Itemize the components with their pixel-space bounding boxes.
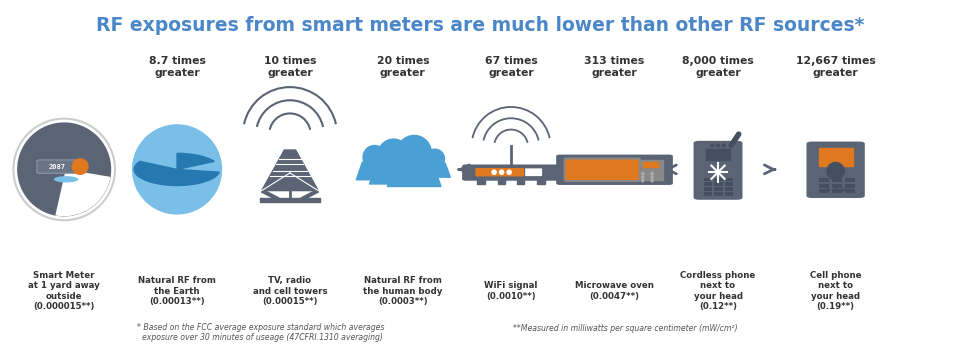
Text: **Measured in milliwatts per square centimeter (mW/cm²): **Measured in milliwatts per square cent… <box>513 324 737 333</box>
FancyBboxPatch shape <box>564 158 640 181</box>
Bar <box>725 183 733 186</box>
Bar <box>643 162 658 167</box>
Bar <box>845 184 855 188</box>
Bar <box>819 189 829 193</box>
Bar <box>819 184 829 188</box>
Ellipse shape <box>13 118 115 220</box>
Ellipse shape <box>722 144 726 147</box>
Bar <box>819 148 852 166</box>
Bar <box>845 178 855 182</box>
Ellipse shape <box>72 158 88 175</box>
Bar <box>832 189 842 193</box>
Bar <box>639 159 663 180</box>
FancyBboxPatch shape <box>806 141 865 198</box>
Ellipse shape <box>363 145 387 169</box>
Polygon shape <box>370 161 418 184</box>
Bar <box>498 179 505 184</box>
Text: TV, radio
and cell towers
(0.00015**): TV, radio and cell towers (0.00015**) <box>252 276 327 306</box>
Wedge shape <box>177 153 214 170</box>
Ellipse shape <box>499 170 504 175</box>
Bar <box>819 178 829 182</box>
Polygon shape <box>387 160 441 186</box>
Bar <box>704 188 712 191</box>
Ellipse shape <box>377 139 409 170</box>
Ellipse shape <box>132 124 222 215</box>
Ellipse shape <box>424 148 445 169</box>
Text: 10 times
greater: 10 times greater <box>264 56 316 78</box>
FancyBboxPatch shape <box>36 160 80 173</box>
FancyBboxPatch shape <box>693 141 742 200</box>
FancyBboxPatch shape <box>475 168 524 176</box>
Polygon shape <box>356 162 393 180</box>
Bar <box>725 177 733 181</box>
Ellipse shape <box>716 144 720 147</box>
Ellipse shape <box>841 188 845 192</box>
Text: 8.7 times
greater: 8.7 times greater <box>149 56 205 78</box>
Text: 2087: 2087 <box>49 163 66 170</box>
Bar <box>725 188 733 191</box>
Ellipse shape <box>396 135 432 171</box>
Ellipse shape <box>54 176 79 183</box>
Bar <box>704 183 712 186</box>
Text: * Based on the FCC average exposure standard which averages
  exposure over 30 m: * Based on the FCC average exposure stan… <box>136 323 384 342</box>
Ellipse shape <box>492 170 497 175</box>
Bar <box>832 184 842 188</box>
Bar <box>714 183 723 186</box>
Text: Cell phone
next to
your head
(0.19**): Cell phone next to your head (0.19**) <box>810 271 861 311</box>
Wedge shape <box>134 161 219 185</box>
Ellipse shape <box>506 170 512 175</box>
Bar <box>704 177 712 181</box>
Ellipse shape <box>650 175 654 179</box>
Text: 12,667 times
greater: 12,667 times greater <box>796 56 876 78</box>
Ellipse shape <box>650 179 654 183</box>
Polygon shape <box>420 163 450 177</box>
Bar <box>714 188 723 191</box>
Text: WiFi signal
(0.0010**): WiFi signal (0.0010**) <box>485 282 538 301</box>
Ellipse shape <box>716 144 720 147</box>
Ellipse shape <box>722 144 726 147</box>
Text: 313 times
greater: 313 times greater <box>585 56 645 78</box>
FancyBboxPatch shape <box>462 165 560 181</box>
Ellipse shape <box>827 188 830 192</box>
Text: 67 times
greater: 67 times greater <box>485 56 538 78</box>
FancyBboxPatch shape <box>525 168 542 176</box>
Ellipse shape <box>641 175 645 179</box>
Text: Microwave oven
(0.0047**): Microwave oven (0.0047**) <box>575 282 654 301</box>
Bar <box>538 179 545 184</box>
Ellipse shape <box>641 179 645 183</box>
Bar <box>714 177 723 181</box>
Bar <box>704 192 712 196</box>
Polygon shape <box>57 170 109 216</box>
Ellipse shape <box>833 188 837 192</box>
Bar <box>516 179 524 184</box>
Bar <box>714 192 723 196</box>
Ellipse shape <box>641 172 645 176</box>
Text: Smart Meter
at 1 yard away
outside
(0.000015**): Smart Meter at 1 yard away outside (0.00… <box>28 271 100 311</box>
Ellipse shape <box>650 172 654 176</box>
Text: Cordless phone
next to
your head
(0.12**): Cordless phone next to your head (0.12**… <box>681 271 756 311</box>
Text: 8,000 times
greater: 8,000 times greater <box>683 56 754 78</box>
Bar <box>706 149 731 159</box>
Bar <box>477 179 485 184</box>
Text: Natural RF from
the Earth
(0.00013**): Natural RF from the Earth (0.00013**) <box>138 276 216 306</box>
Text: RF exposures from smart meters are much lower than other RF sources*: RF exposures from smart meters are much … <box>96 16 864 35</box>
FancyBboxPatch shape <box>556 154 673 185</box>
Text: 20 times
greater: 20 times greater <box>376 56 429 78</box>
Ellipse shape <box>17 122 111 216</box>
Text: Natural RF from
the human body
(0.0003**): Natural RF from the human body (0.0003**… <box>363 276 443 306</box>
Polygon shape <box>262 150 318 190</box>
Bar <box>260 198 320 202</box>
Bar <box>725 192 733 196</box>
Ellipse shape <box>710 144 714 147</box>
Bar <box>832 178 842 182</box>
Ellipse shape <box>710 144 714 147</box>
Bar <box>845 189 855 193</box>
Ellipse shape <box>827 162 845 181</box>
